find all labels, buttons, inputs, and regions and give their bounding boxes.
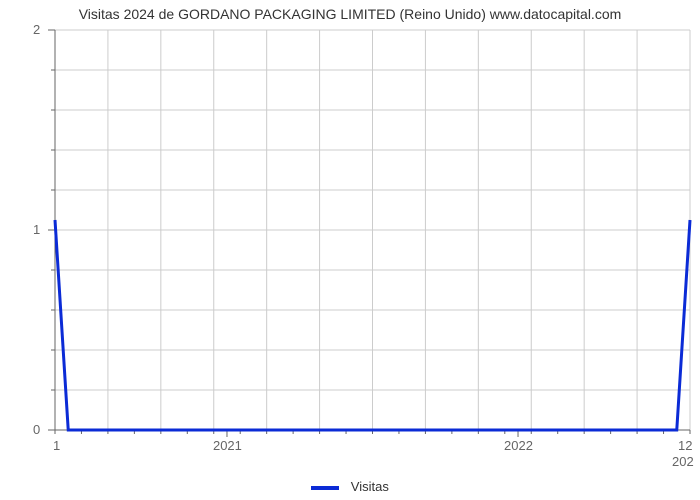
x-tick-label: 1: [53, 438, 60, 453]
x-tick-label-right: 12: [678, 438, 692, 453]
chart-container: Visitas 2024 de GORDANO PACKAGING LIMITE…: [0, 0, 700, 500]
x-tick-label: 2021: [213, 438, 242, 453]
y-tick-label: 1: [33, 222, 40, 237]
plot-svg: [35, 10, 700, 450]
legend-label: Visitas: [351, 479, 389, 494]
plot-area: [55, 30, 690, 430]
legend: Visitas: [0, 479, 700, 494]
legend-swatch: [311, 486, 339, 490]
x-tick-label-right2: 202: [672, 454, 694, 469]
x-tick-label: 2022: [504, 438, 533, 453]
y-tick-label: 0: [33, 422, 40, 437]
y-tick-label: 2: [33, 22, 40, 37]
